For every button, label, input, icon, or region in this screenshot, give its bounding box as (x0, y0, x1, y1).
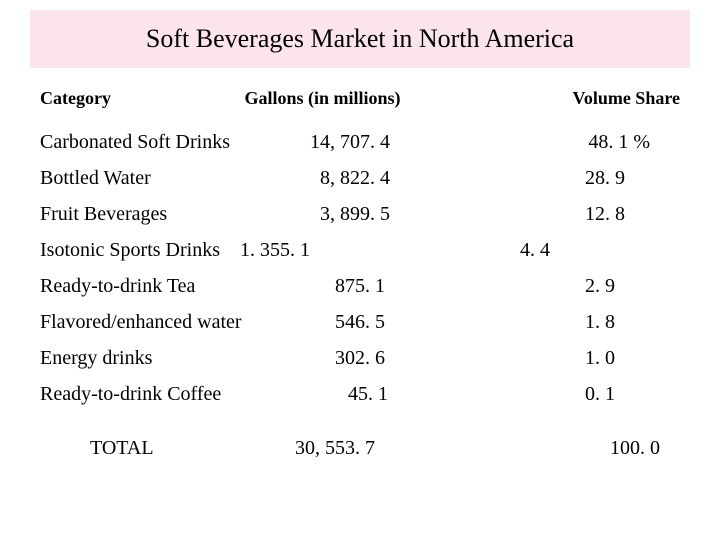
table-row: Flavored/enhanced water 546. 5 1. 8 (40, 311, 680, 337)
table-row: Energy drinks 302. 6 1. 0 (40, 347, 680, 373)
row-gallons: 302. 6 (335, 347, 385, 370)
table-container: Category Gallons (in millions) Volume Sh… (0, 88, 720, 463)
header-volume: Volume Share (500, 88, 680, 109)
table-total-row: TOTAL 30, 553. 7 100. 0 (40, 437, 680, 463)
row-gallons: 875. 1 (335, 275, 385, 298)
row-category: Bottled Water (40, 167, 151, 190)
row-category: Fruit Beverages (40, 203, 167, 226)
row-volume: 0. 1 (585, 383, 615, 406)
total-volume: 100. 0 (610, 437, 660, 460)
header-gallons: Gallons (in millions) (245, 88, 465, 109)
row-category: Ready-to-drink Tea (40, 275, 195, 298)
row-gallons: 14, 707. 4 (310, 131, 390, 154)
row-category: Isotonic Sports Drinks (40, 239, 220, 262)
row-gallons: 3, 899. 5 (320, 203, 390, 226)
row-gallons: 8, 822. 4 (320, 167, 390, 190)
total-label: TOTAL (90, 437, 154, 460)
row-volume: 12. 8 (585, 203, 625, 226)
table-header-row: Category Gallons (in millions) Volume Sh… (40, 88, 680, 109)
row-volume: 1. 0 (585, 347, 615, 370)
row-volume: 28. 9 (585, 167, 625, 190)
row-volume: 1. 8 (585, 311, 615, 334)
row-volume: 2. 9 (585, 275, 615, 298)
row-category: Carbonated Soft Drinks (40, 131, 230, 154)
table-row: Fruit Beverages 3, 899. 5 12. 8 (40, 203, 680, 229)
table-row: Isotonic Sports Drinks 1. 355. 1 4. 4 (40, 239, 680, 265)
row-category: Ready-to-drink Coffee (40, 383, 221, 406)
table-body: Carbonated Soft Drinks 14, 707. 4 48. 1 % B… (40, 131, 680, 409)
row-category: Energy drinks (40, 347, 152, 370)
row-category: Flavored/enhanced water (40, 311, 242, 334)
row-volume: 4. 4 (520, 239, 550, 262)
row-gallons: 45. 1 (348, 383, 388, 406)
table-row: Bottled Water 8, 822. 4 28. 9 (40, 167, 680, 193)
row-gallons: 1. 355. 1 (240, 239, 310, 262)
page-title: Soft Beverages Market in North America (30, 10, 690, 68)
table-row: Ready-to-drink Coffee 45. 1 0. 1 (40, 383, 680, 409)
header-category: Category (40, 88, 240, 109)
row-gallons: 546. 5 (335, 311, 385, 334)
table-row: Carbonated Soft Drinks 14, 707. 4 48. 1 % (40, 131, 680, 157)
row-volume: 48. 1 % (588, 131, 650, 154)
total-gallons: 30, 553. 7 (295, 437, 375, 460)
table-row: Ready-to-drink Tea 875. 1 2. 9 (40, 275, 680, 301)
